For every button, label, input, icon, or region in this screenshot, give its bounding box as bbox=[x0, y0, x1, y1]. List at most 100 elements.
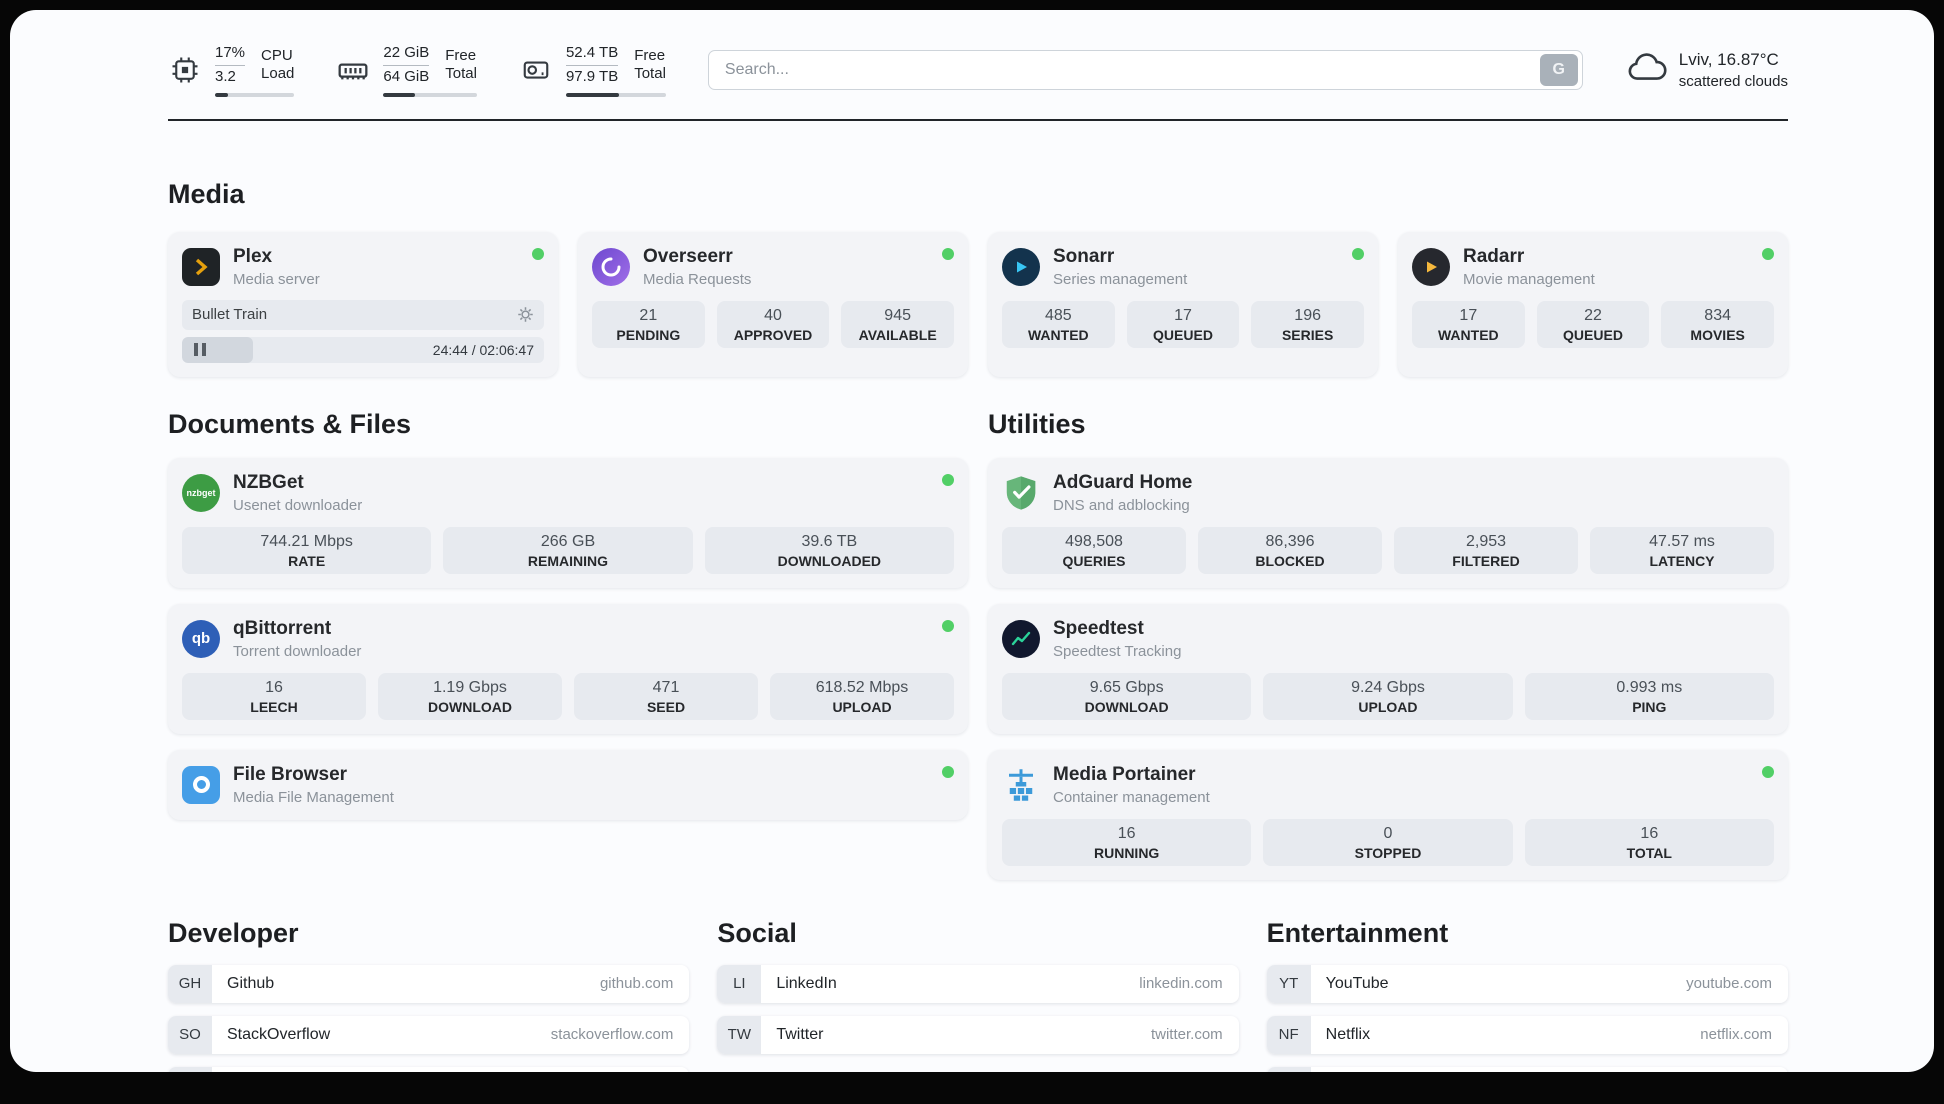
bookmark-netflix[interactable]: NF Netflix netflix.com bbox=[1266, 1015, 1788, 1054]
status-online-dot bbox=[942, 619, 954, 632]
app-subtitle: Movie management bbox=[1463, 270, 1595, 288]
stat-value: 2,953 bbox=[1465, 532, 1507, 550]
bookmark-name: StackOverflow bbox=[227, 1025, 331, 1043]
disk-icon bbox=[519, 53, 553, 87]
cpu-readout: 17% 3.2 CPU Load bbox=[215, 44, 295, 97]
ram-usage-bar bbox=[383, 92, 477, 97]
stat-value: 0.993 ms bbox=[1616, 678, 1683, 696]
stat-label: LEECH bbox=[250, 698, 298, 715]
stat-value: 266 GB bbox=[540, 532, 596, 550]
playback-time: 24:44 / 02:06:47 bbox=[432, 341, 534, 358]
stat-label: MOVIES bbox=[1690, 326, 1745, 343]
stat-value: 485 bbox=[1044, 306, 1072, 324]
section-title-media: Media bbox=[168, 178, 245, 209]
app-card-adguard[interactable]: AdGuard Home DNS and adblocking 498,508 … bbox=[988, 457, 1788, 588]
app-card-filebrowser[interactable]: File Browser Media File Management bbox=[168, 749, 968, 820]
radarr-icon bbox=[1412, 247, 1450, 286]
section-title-utilities: Utilities bbox=[988, 408, 1086, 439]
bookmark-youtube[interactable]: YT YouTube youtube.com bbox=[1266, 964, 1788, 1003]
section-title-developer: Developer bbox=[168, 917, 299, 948]
app-card-plex[interactable]: Plex Media server Bullet Train bbox=[168, 231, 558, 377]
qbittorrent-icon-text: qb bbox=[191, 630, 211, 647]
stat-label: WANTED bbox=[1437, 326, 1499, 343]
ram-widget: 22 GiB 64 GiB Free Total bbox=[336, 44, 477, 97]
ram-free-label: Free bbox=[445, 46, 477, 64]
stat-ping: 0.993 ms PING bbox=[1524, 672, 1774, 720]
app-card-sonarr[interactable]: Sonarr Series management 485 WANTED 17 Q… bbox=[988, 231, 1378, 377]
section-title-entertainment: Entertainment bbox=[1266, 917, 1449, 948]
bookmark-reddit[interactable]: RE Reddit reddit.com bbox=[1266, 1066, 1788, 1072]
stat-value: 86,396 bbox=[1265, 532, 1315, 550]
app-subtitle: Usenet downloader bbox=[233, 496, 363, 514]
status-online-dot bbox=[1352, 247, 1364, 260]
stat-blocked: 86,396 BLOCKED bbox=[1198, 526, 1382, 574]
bookmark-github[interactable]: GH Github github.com bbox=[168, 964, 690, 1003]
gear-icon[interactable] bbox=[517, 306, 534, 323]
cpu-label: CPU bbox=[261, 46, 293, 64]
portainer-icon bbox=[1002, 766, 1040, 804]
app-subtitle: Media server bbox=[233, 270, 320, 288]
stat-value: 21 bbox=[639, 306, 658, 324]
stat-queued: 17 QUEUED bbox=[1126, 300, 1240, 348]
bookmark-abbr: RE bbox=[1266, 1066, 1311, 1072]
stat-value: 498,508 bbox=[1065, 532, 1123, 550]
app-subtitle: Series management bbox=[1053, 270, 1188, 288]
section-title-social: Social bbox=[717, 917, 797, 948]
bookmark-linkedin[interactable]: LI LinkedIn linkedin.com bbox=[717, 964, 1239, 1003]
status-online-dot bbox=[532, 247, 544, 260]
cpu-widget: 17% 3.2 CPU Load bbox=[168, 44, 295, 97]
search-engine-button[interactable]: G bbox=[1539, 54, 1578, 87]
stat-label: QUERIES bbox=[1062, 552, 1126, 569]
section-utilities: Utilities bbox=[988, 409, 1788, 880]
bookmark-stackoverflow[interactable]: SO StackOverflow stackoverflow.com bbox=[168, 1015, 690, 1054]
stat-value: 22 bbox=[1584, 306, 1602, 324]
app-name: Media Portainer bbox=[1053, 763, 1196, 785]
app-card-qbittorrent[interactable]: qb qBittorrent Torrent downloader 16 bbox=[168, 603, 968, 734]
disk-readout: 52.4 TB 97.9 TB Free Total bbox=[565, 44, 666, 97]
bookmark-abbr: TW bbox=[717, 1015, 762, 1054]
stat-label: STOPPED bbox=[1354, 844, 1422, 861]
app-card-overseerr[interactable]: Overseerr Media Requests 21 PENDING 40 A… bbox=[578, 231, 968, 377]
disk-widget: 52.4 TB 97.9 TB Free Total bbox=[519, 44, 666, 97]
speedtest-icon bbox=[1002, 619, 1040, 658]
pause-icon[interactable] bbox=[194, 343, 206, 356]
ram-icon bbox=[336, 53, 370, 87]
nzbget-icon: nzbget bbox=[182, 473, 220, 512]
stat-value: 0 bbox=[1383, 824, 1393, 842]
app-name: AdGuard Home bbox=[1053, 471, 1193, 493]
adguard-shield-icon bbox=[1002, 474, 1040, 512]
stat-seed: 471 SEED bbox=[574, 672, 758, 720]
stat-wanted: 485 WANTED bbox=[1002, 300, 1115, 348]
stat-label: SEED bbox=[646, 698, 686, 715]
app-card-nzbget[interactable]: nzbget NZBGet Usenet downloader 744.21 M… bbox=[168, 457, 968, 588]
stat-filtered: 2,953 FILTERED bbox=[1394, 526, 1578, 574]
stat-label: REMAINING bbox=[527, 552, 609, 569]
bookmark-group-developer: Developer GH Github github.com SO StackO… bbox=[168, 917, 690, 1072]
cpu-usage-value: 17% bbox=[215, 44, 246, 66]
playback-progress-bar[interactable]: 24:44 / 02:06:47 bbox=[182, 336, 544, 363]
playback-progress-fill bbox=[182, 336, 253, 363]
header-divider bbox=[168, 118, 1788, 121]
section-documents: Documents & Files nzbget NZBGet Usenet d… bbox=[168, 409, 968, 880]
header: 17% 3.2 CPU Load bbox=[168, 10, 1788, 97]
stat-label: LATENCY bbox=[1649, 552, 1715, 569]
app-name: Speedtest bbox=[1053, 617, 1144, 639]
stat-label: UPLOAD bbox=[832, 698, 892, 715]
bookmark-group-entertainment: Entertainment YT YouTube youtube.com NF … bbox=[1266, 917, 1788, 1072]
bookmark-url: netflix.com bbox=[1700, 1026, 1772, 1043]
app-card-speedtest[interactable]: Speedtest Speedtest Tracking 9.65 Gbps D… bbox=[988, 603, 1788, 734]
bookmark-abbr: NF bbox=[1266, 1015, 1311, 1054]
stat-label: UPLOAD bbox=[1358, 698, 1418, 715]
stat-value: 945 bbox=[884, 306, 911, 324]
stat-stopped: 0 STOPPED bbox=[1263, 818, 1513, 866]
bookmark-dev[interactable]: DT DEV dev.to bbox=[168, 1066, 690, 1072]
disk-total-label: Total bbox=[634, 65, 666, 83]
search-input[interactable] bbox=[712, 61, 1540, 80]
app-card-radarr[interactable]: Radarr Movie management 17 WANTED 22 QUE… bbox=[1398, 231, 1788, 377]
app-card-portainer[interactable]: Media Portainer Container management 16 … bbox=[988, 749, 1788, 880]
stat-value: 618.52 Mbps bbox=[815, 678, 909, 696]
bookmark-name: Twitter bbox=[776, 1025, 824, 1043]
search-bar[interactable]: G bbox=[707, 50, 1583, 91]
bookmark-twitter[interactable]: TW Twitter twitter.com bbox=[717, 1015, 1239, 1054]
nzbget-icon-text: nzbget bbox=[186, 487, 216, 498]
